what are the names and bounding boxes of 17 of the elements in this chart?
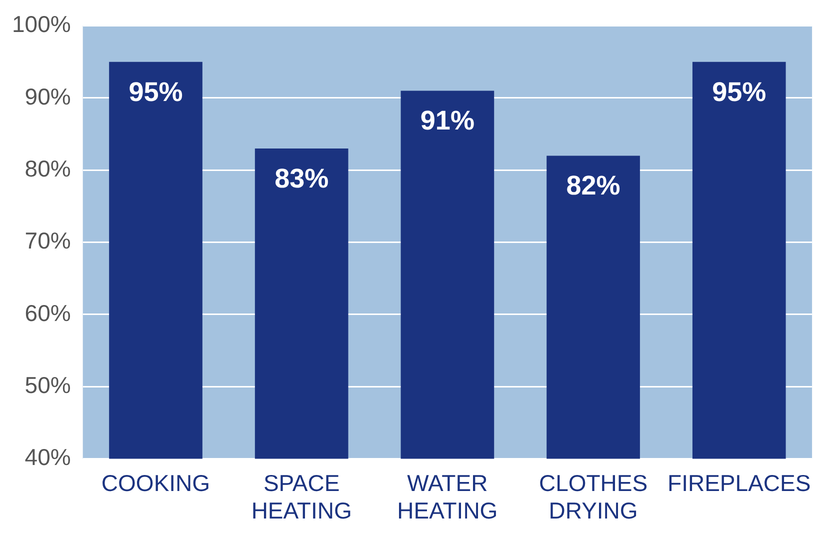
x-tick-label: FIREPLACES: [668, 470, 811, 496]
y-tick-label: 60%: [24, 300, 71, 326]
x-tick-label: CLOTHES DRYING: [538, 470, 648, 524]
x-tick-label: WATER HEATING: [397, 470, 498, 524]
y-tick-label: 90%: [24, 83, 71, 110]
y-tick-label: 100%: [12, 11, 71, 38]
y-tick-label: 70%: [24, 228, 71, 254]
data-label: 95%: [128, 76, 183, 107]
data-label: 83%: [274, 163, 329, 194]
data-label: 95%: [712, 76, 766, 107]
y-tick-label: 40%: [24, 444, 71, 470]
x-tick-label: SPACE HEATING: [251, 470, 352, 524]
x-tick-label: COOKING: [101, 470, 210, 496]
y-tick-label: 80%: [24, 155, 71, 182]
y-tick-label: 50%: [24, 372, 71, 398]
data-label: 82%: [566, 170, 620, 201]
data-label: 91%: [420, 106, 474, 136]
